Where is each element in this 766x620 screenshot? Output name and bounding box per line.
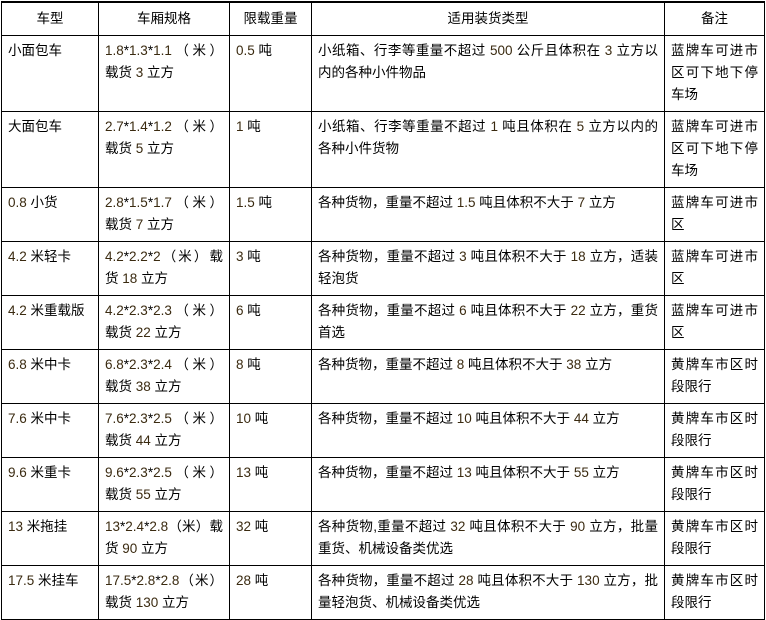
table-cell-cargo: 各种货物，重量不超过 6 吨且体积不大于 22 立方，重货首选: [311, 295, 665, 350]
table-cell-spec: 2.8*1.5*1.7（米）载货 7 立方: [98, 187, 230, 242]
table-cell-cargo: 各种货物，重量不超过 8 吨且体积不大于 38 立方: [311, 349, 665, 404]
table-cell-note: 黄牌车市区时段限行: [664, 457, 765, 512]
table-cell-model: 7.6 米中卡: [1, 403, 99, 458]
table-cell-note: 蓝牌车可进市区: [664, 241, 765, 296]
table-row: 4.2 米轻卡 4.2*2.2*2（米）载货 18 立方 3 吨各种货物，重量不超过…: [1, 241, 765, 296]
table-cell-cargo: 小纸箱、行李等重量不超过 1 吨且体积在 5 立方以内的各种小件货物: [311, 111, 665, 188]
table-header-row: 车型 车厢规格 限载重量 适用装货类型 备注: [1, 1, 765, 36]
table-cell-load: 0.5 吨: [229, 35, 312, 112]
table-cell-load: 8 吨: [229, 349, 312, 404]
table-cell-note: 蓝牌车可进市区: [664, 187, 765, 242]
column-header-load: 限载重量: [229, 1, 312, 36]
table-cell-load: 13 吨: [229, 457, 312, 512]
table-cell-load: 10 吨: [229, 403, 312, 458]
table-cell-cargo: 各种货物，重量不超过 10 吨且体积不大于 44 立方: [311, 403, 665, 458]
column-header-model: 车型: [1, 1, 99, 36]
table-cell-model: 大面包车: [1, 111, 99, 188]
table-row: 0.8 小货 2.8*1.5*1.7（米）载货 7 立方 1.5 吨各种货物，重量不…: [1, 187, 765, 242]
table-cell-model: 4.2 米重载版: [1, 295, 99, 350]
table-cell-spec: 2.7*1.4*1.2（米）载货 5 立方: [98, 111, 230, 188]
table-cell-model: 0.8 小货: [1, 187, 99, 242]
table-cell-note: 黄牌车市区时段限行: [664, 349, 765, 404]
table-cell-cargo: 各种货物，重量不超过 3 吨且体积不大于 18 立方，适装轻泡货: [311, 241, 665, 296]
table-cell-note: 蓝牌车可进市区可下地下停车场: [664, 111, 765, 188]
table-cell-spec: 6.8*2.3*2.4（米）载货 38 立方: [98, 349, 230, 404]
column-header-spec: 车厢规格: [98, 1, 230, 36]
table-cell-spec: 1.8*1.3*1.1（米）载货 3 立方: [98, 35, 230, 112]
table-cell-cargo: 各种货物，重量不超过 13 吨且体积不大于 55 立方: [311, 457, 665, 512]
table-cell-load: 32 吨: [229, 511, 312, 566]
table-cell-model: 6.8 米中卡: [1, 349, 99, 404]
table-cell-note: 蓝牌车可进市区可下地下停车场: [664, 35, 765, 112]
table-cell-cargo: 各种货物，重量不超过 1.5 吨且体积不大于 7 立方: [311, 187, 665, 242]
table-cell-model: 4.2 米轻卡: [1, 241, 99, 296]
table-cell-cargo: 各种货物,重量不超过 32 吨且体积不大于 90 立方，批量重货、机械设备类优选: [311, 511, 665, 566]
table-cell-spec: 17.5*2.8*2.8（米）载货 130 立方: [98, 565, 230, 620]
table-cell-spec: 4.2*2.3*2.3（米）载货 22 立方: [98, 295, 230, 350]
table-cell-cargo: 各种货物，重量不超过 28 吨且体积不大于 130 立方，批量轻泡货、机械设备类…: [311, 565, 665, 620]
table-cell-load: 28 吨: [229, 565, 312, 620]
table-row: 9.6 米重卡 9.6*2.3*2.5（米）载货 55 立方 13 吨各种货物，重量…: [1, 457, 765, 512]
table-body: 小面包车 1.8*1.3*1.1（米）载货 3 立方 0.5 吨小纸箱、行李等重量不…: [1, 35, 765, 620]
table-cell-spec: 9.6*2.3*2.5（米）载货 55 立方: [98, 457, 230, 512]
table-cell-model: 9.6 米重卡: [1, 457, 99, 512]
column-header-note: 备注: [664, 1, 765, 36]
table-cell-spec: 4.2*2.2*2（米）载货 18 立方: [98, 241, 230, 296]
table-row: 小面包车 1.8*1.3*1.1（米）载货 3 立方 0.5 吨小纸箱、行李等重量不…: [1, 35, 765, 112]
table-cell-model: 小面包车: [1, 35, 99, 112]
table-cell-load: 3 吨: [229, 241, 312, 296]
table-cell-note: 黄牌车市区时段限行: [664, 403, 765, 458]
table-cell-note: 黄牌车市区时段限行: [664, 511, 765, 566]
table-cell-note: 黄牌车市区时段限行: [664, 565, 765, 620]
table-row: 13 米拖挂 13*2.4*2.8（米）载货 90 立方 32 吨各种货物,重量不超…: [1, 511, 765, 566]
table-cell-load: 1 吨: [229, 111, 312, 188]
table-cell-model: 13 米拖挂: [1, 511, 99, 566]
table-row: 4.2 米重载版 4.2*2.3*2.3（米）载货 22 立方 6 吨各种货物，重量…: [1, 295, 765, 350]
table-row: 大面包车 2.7*1.4*1.2（米）载货 5 立方 1 吨小纸箱、行李等重量不超过…: [1, 111, 765, 188]
table-cell-spec: 13*2.4*2.8（米）载货 90 立方: [98, 511, 230, 566]
table-row: 7.6 米中卡 7.6*2.3*2.5（米）载货 44 立方 10 吨各种货物，重量…: [1, 403, 765, 458]
table-cell-load: 1.5 吨: [229, 187, 312, 242]
table-cell-cargo: 小纸箱、行李等重量不超过 500 公斤且体积在 3 立方以内的各种小件物品: [311, 35, 665, 112]
table-cell-load: 6 吨: [229, 295, 312, 350]
table-cell-model: 17.5 米挂车: [1, 565, 99, 620]
column-header-cargo: 适用装货类型: [311, 1, 665, 36]
table-row: 17.5 米挂车 17.5*2.8*2.8（米）载货 130 立方 28 吨各种货物…: [1, 565, 765, 620]
table-row: 6.8 米中卡 6.8*2.3*2.4（米）载货 38 立方 8 吨各种货物，重量不…: [1, 349, 765, 404]
table-cell-spec: 7.6*2.3*2.5（米）载货 44 立方: [98, 403, 230, 458]
table-cell-note: 蓝牌车可进市区: [664, 295, 765, 350]
